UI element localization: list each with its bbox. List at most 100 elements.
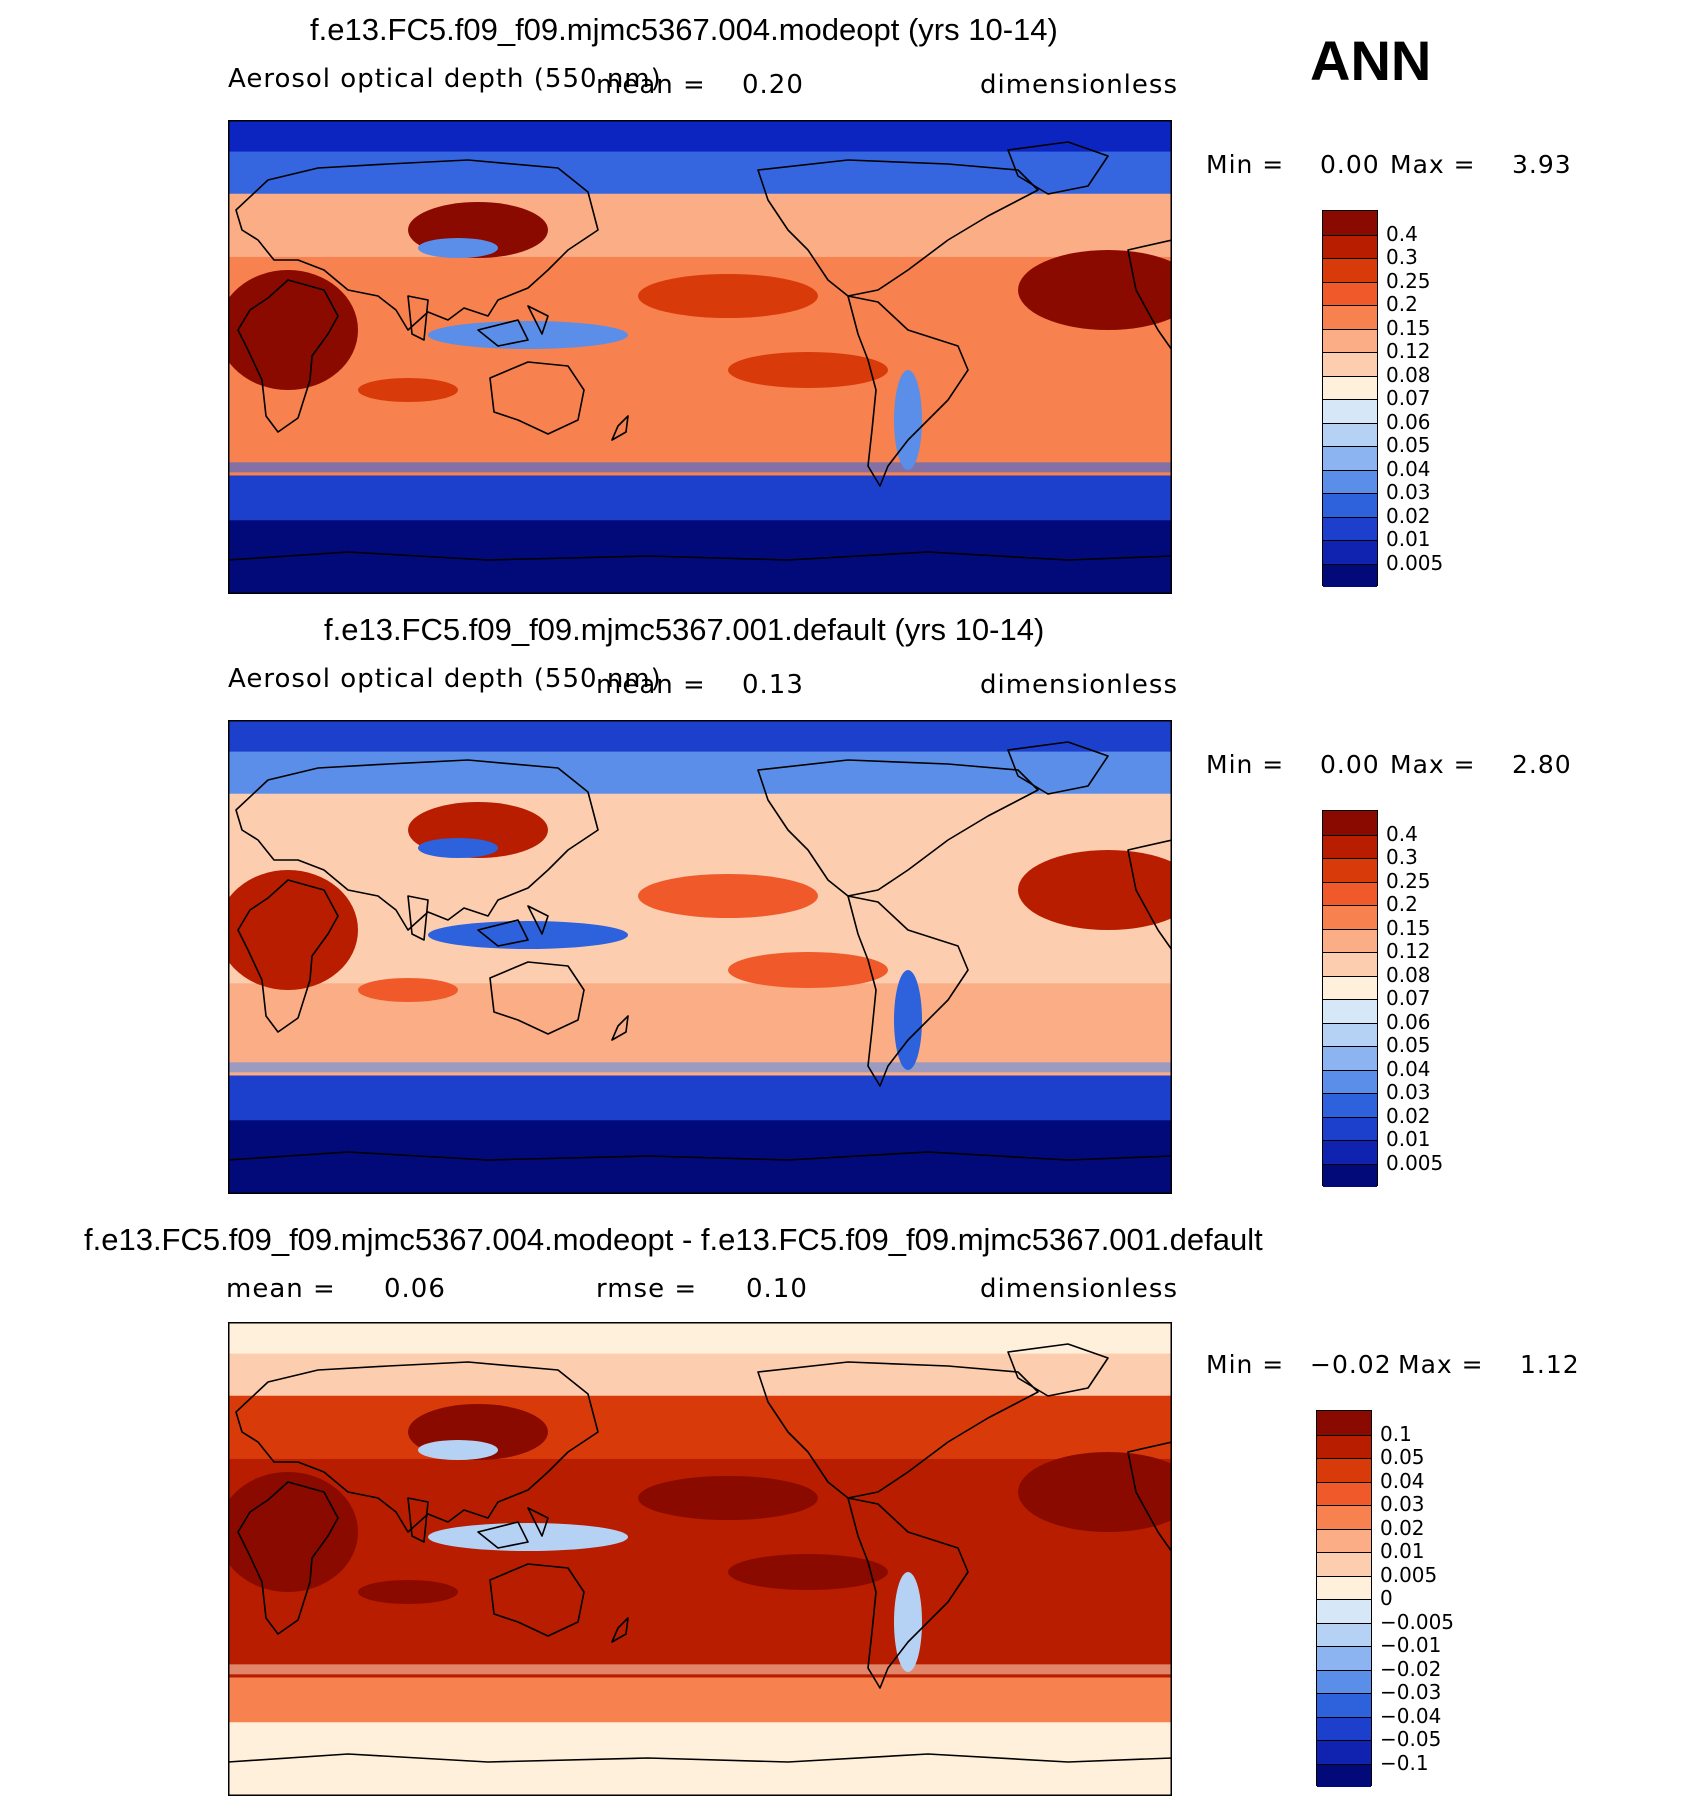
coastline — [477, 905, 549, 947]
colorbar-tick-label: 0.07 — [1386, 386, 1431, 410]
map-feature-atlantic — [1018, 850, 1172, 930]
coastline — [228, 551, 1172, 561]
map-feature-indian — [358, 378, 458, 402]
colorbar-swatch — [1323, 328, 1377, 352]
map-band — [228, 1062, 1172, 1073]
coastline — [237, 879, 339, 1033]
coastline — [757, 1361, 1039, 1499]
colorbar-swatch — [1323, 352, 1377, 376]
colorbar-tick-label: −0.1 — [1380, 1750, 1429, 1775]
colorbar-swatch — [1323, 493, 1377, 517]
colorbar-swatch — [1317, 1481, 1371, 1505]
panel-3-rmse-label: rmse = — [596, 1274, 698, 1304]
coastline — [1007, 741, 1109, 795]
colorbar-swatch — [1317, 1622, 1371, 1646]
colorbar-tick-label: 0.05 — [1380, 1445, 1425, 1469]
colorbar-tick-label: 0.01 — [1386, 1127, 1431, 1151]
panel-3-units: dimensionless — [980, 1274, 1178, 1304]
colorbar-swatch — [1323, 469, 1377, 493]
map-feature-andes — [894, 1572, 922, 1672]
colorbar-tick-label: 0.2 — [1386, 892, 1418, 916]
colorbar-tick-label: 0.03 — [1386, 1080, 1431, 1104]
map-band — [228, 720, 1172, 753]
coastline — [235, 759, 599, 931]
coastline — [235, 159, 599, 331]
coastline — [228, 1753, 1172, 1763]
colorbar-tick-label: 0.01 — [1380, 1539, 1425, 1563]
map-feature-indian — [358, 1580, 458, 1604]
panel-1-min-label: Min = — [1206, 150, 1285, 179]
colorbar-swatch — [1317, 1716, 1371, 1740]
panel-3-min-value: −0.02 — [1310, 1350, 1392, 1379]
panel-3-title: f.e13.FC5.f09_f09.mjmc5367.004.modeopt -… — [84, 1222, 1263, 1257]
panel-3-max-value: 1.12 — [1520, 1350, 1580, 1379]
colorbar-swatch — [1323, 422, 1377, 446]
colorbar-swatch — [1323, 834, 1377, 858]
map-band — [228, 1664, 1172, 1675]
colorbar-tick-label: −0.05 — [1380, 1727, 1442, 1751]
colorbar-tick-label: 0.15 — [1386, 315, 1431, 340]
panel-1-units: dimensionless — [980, 70, 1178, 100]
colorbar-swatch — [1323, 999, 1377, 1023]
coastline — [611, 1617, 629, 1643]
map-frame — [228, 1322, 1172, 1796]
coastline — [847, 295, 969, 487]
coastline — [1127, 239, 1172, 351]
colorbar-swatch — [1323, 811, 1377, 835]
panel-3-max-label: Max = — [1398, 1350, 1484, 1379]
coastline — [407, 295, 429, 341]
colorbar-tick-label: −0.03 — [1380, 1680, 1442, 1704]
colorbar-swatch — [1323, 540, 1377, 564]
colorbar-tick-label: 0.1 — [1380, 1421, 1412, 1446]
colorbar-tick-label: 0.05 — [1386, 433, 1431, 457]
map-feature-indian — [358, 978, 458, 1002]
coastline — [477, 1507, 549, 1549]
panel-3-colorbar: 0.1 0.05 0.04 0.03 0.02 0.01 0.005 0 −0.005 −0.01… — [1316, 1410, 1466, 1787]
colorbar-swatch — [1317, 1646, 1371, 1670]
colorbar-swatch — [1317, 1669, 1371, 1693]
panel-2-mean-value: 0.13 — [742, 670, 804, 700]
colorbar-swatch — [1323, 928, 1377, 952]
panel-1-variable: Aerosol optical depth (550 nm) — [228, 64, 662, 94]
colorbar-tick-label: 0.02 — [1380, 1515, 1425, 1540]
colorbar-tick-label: 0.2 — [1386, 292, 1418, 316]
coastline — [1007, 1343, 1109, 1397]
map-band — [228, 462, 1172, 473]
map-band — [228, 793, 1172, 858]
coastline — [757, 759, 1039, 897]
colorbar-swatch — [1323, 858, 1377, 882]
panel-1-title: f.e13.FC5.f09_f09.mjmc5367.004.modeopt (… — [310, 12, 1058, 47]
colorbar-tick-label: 0.25 — [1386, 268, 1431, 293]
colorbar-tick-label: 0.005 — [1386, 1150, 1444, 1175]
panel-1-max-label: Max = — [1390, 150, 1476, 179]
colorbar-tick-label: −0.04 — [1380, 1703, 1442, 1728]
coastline — [1127, 839, 1172, 951]
colorbar-swatch — [1323, 211, 1377, 235]
colorbar-swatch — [1317, 1575, 1371, 1599]
map-feature-npac — [638, 1476, 818, 1520]
coastline — [847, 1497, 969, 1689]
colorbar-tick-label: 0.04 — [1380, 1468, 1425, 1493]
panel-3-rmse-value: 0.10 — [746, 1274, 808, 1304]
colorbar-tick-label: 0.01 — [1386, 527, 1431, 551]
map-feature-npac — [638, 274, 818, 318]
coastline — [228, 1151, 1172, 1161]
coastline — [611, 415, 629, 441]
map-feature-andes — [894, 370, 922, 470]
colorbar-swatch — [1323, 905, 1377, 929]
colorbar-tick-label: 0.06 — [1386, 1009, 1431, 1034]
colorbar-swatch — [1317, 1763, 1371, 1787]
colorbar-swatch — [1323, 516, 1377, 540]
panel-2-mean-label: mean = — [596, 670, 706, 700]
colorbar-swatch — [1317, 1505, 1371, 1529]
map-band — [228, 120, 1172, 153]
map-band — [228, 1353, 1172, 1397]
colorbar-swatch — [1323, 375, 1377, 399]
panel-1-map — [228, 120, 1172, 594]
panel-2-title: f.e13.FC5.f09_f09.mjmc5367.001.default (… — [324, 612, 1045, 647]
colorbar-tick-label: 0.12 — [1386, 939, 1431, 963]
panel-1-mean-label: mean = — [596, 70, 706, 100]
panel-2-units: dimensionless — [980, 670, 1178, 700]
colorbar-box — [1322, 810, 1378, 1187]
panel-3-mean-value: 0.06 — [384, 1274, 446, 1304]
